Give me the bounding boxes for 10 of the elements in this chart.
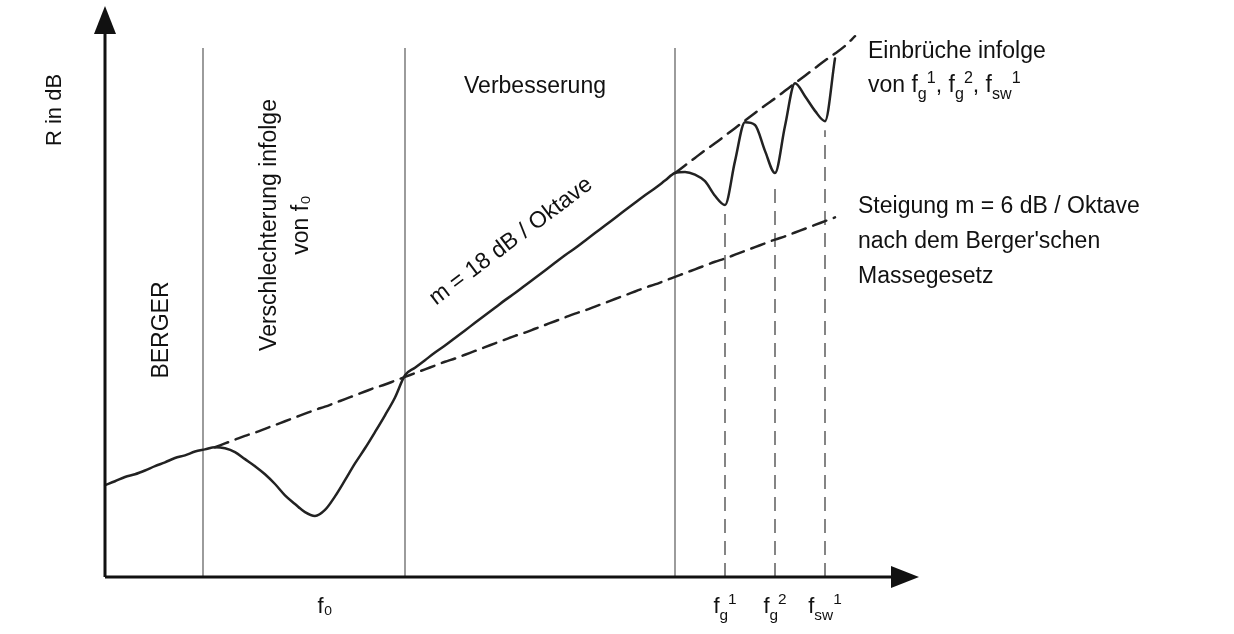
annotation: nach dem Berger'schen (858, 227, 1101, 253)
annotation: Einbrüche infolge (868, 37, 1046, 63)
annotation: von f₀ (287, 195, 313, 255)
annotation: Massegesetz (858, 262, 994, 288)
y-axis-title: R in dB (41, 73, 66, 147)
annotation: Verbesserung (464, 72, 606, 98)
annotation: BERGER (147, 281, 173, 379)
x-tick-label: f₀ (317, 593, 333, 618)
annotation: Steigung m = 6 dB / Oktave (858, 192, 1140, 218)
annotation: Verschlechterung infolge (255, 99, 281, 351)
